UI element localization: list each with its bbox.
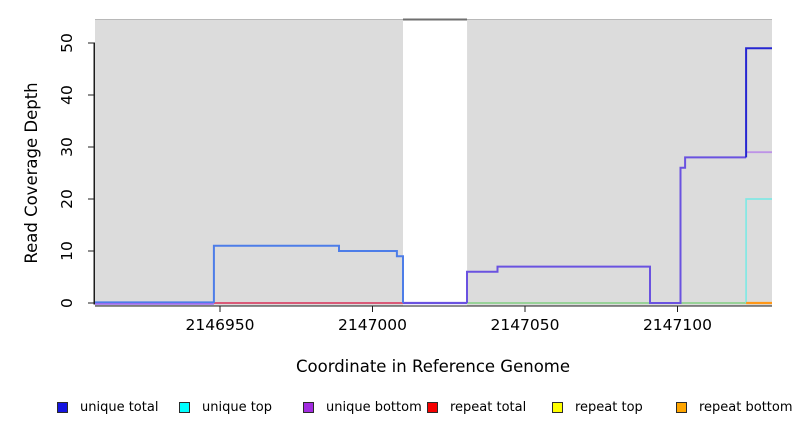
legend-label: repeat bottom <box>699 399 792 415</box>
unique-region-shading <box>95 20 404 306</box>
legend-swatch-icon <box>303 401 314 413</box>
legend-label: repeat top <box>575 399 643 415</box>
legend-swatch-icon <box>427 401 438 413</box>
legend-item: unique total <box>57 399 158 415</box>
y-tick-label: 50 <box>58 33 76 53</box>
legend-item: unique bottom <box>303 399 422 415</box>
legend-label: unique bottom <box>326 399 422 415</box>
legend-label: unique top <box>202 399 273 415</box>
x-tick-label: 2147100 <box>642 316 712 334</box>
x-tick-label: 2147000 <box>337 316 408 334</box>
x-axis-label: Coordinate in Reference Genome <box>295 357 571 376</box>
series-line-unique-top-right <box>745 198 772 303</box>
legend-label: unique total <box>80 399 159 415</box>
x-tick-label: 2147050 <box>490 316 560 334</box>
y-tick-label: 10 <box>58 241 76 261</box>
legend-swatch-icon <box>179 401 190 413</box>
legend-swatch-icon <box>57 401 68 413</box>
legend-item: repeat bottom <box>676 399 792 415</box>
legend-item: repeat total <box>427 399 526 415</box>
legend-item: unique top <box>179 399 272 415</box>
legend-swatch-icon <box>552 401 563 413</box>
y-axis-label: Read Coverage Depth <box>22 82 41 264</box>
y-tick-label: 0 <box>58 298 76 308</box>
series-line-unique-mid-steps-blend <box>466 156 747 304</box>
legend-swatch-icon <box>676 401 687 413</box>
series-line-unique-total-left-plateau <box>212 244 404 303</box>
y-tick-label: 40 <box>58 85 76 105</box>
y-tick-label: 20 <box>58 189 76 209</box>
y-tick-label: 30 <box>58 137 76 157</box>
x-tick-label: 2146950 <box>185 316 255 334</box>
legend-item: repeat top <box>552 399 643 415</box>
legend-label: repeat total <box>450 399 527 415</box>
unique-region-shading <box>467 20 772 306</box>
series-line-unique-total-right <box>745 47 772 158</box>
